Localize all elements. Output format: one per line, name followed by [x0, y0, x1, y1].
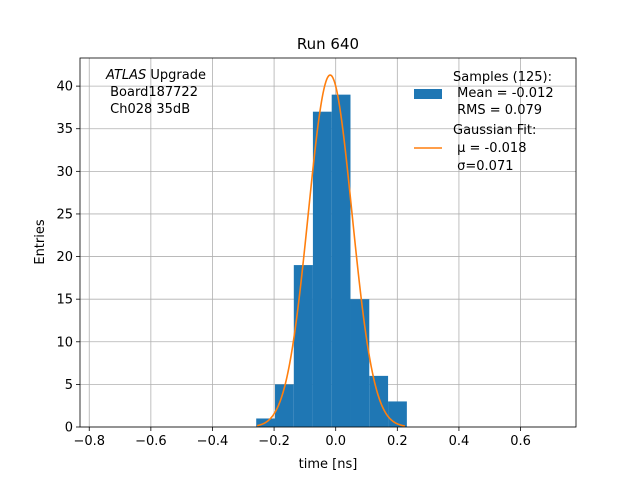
- histogram-bar: [350, 299, 370, 427]
- x-tick-label: 0.4: [449, 434, 470, 449]
- y-tick-label: 25: [56, 207, 73, 222]
- x-tick-label: −0.8: [73, 434, 105, 449]
- x-tick-label: 0.0: [325, 434, 346, 449]
- histogram-bar: [275, 384, 294, 427]
- legend-entry-text: Samples (125):: [453, 70, 552, 85]
- annotation-line: Board187722: [106, 85, 198, 100]
- histogram-bar: [331, 94, 351, 427]
- gaussian-fit-line: [256, 74, 406, 427]
- y-tick-label: 5: [65, 378, 73, 393]
- y-tick-label: 0: [65, 421, 73, 436]
- annotation-line: Ch028 35dB: [106, 102, 190, 117]
- annotation-title: ATLAS Upgrade: [105, 68, 206, 83]
- legend-entry-text: σ=0.071: [453, 159, 513, 174]
- plot-frame: [79, 57, 577, 428]
- histogram-bar: [312, 111, 332, 427]
- y-tick-label: 20: [56, 250, 73, 265]
- annotation-italic: ATLAS: [105, 68, 146, 83]
- legend-entry-text: RMS = 0.079: [453, 103, 542, 118]
- x-tick-label: −0.6: [135, 434, 167, 449]
- x-tick-label: −0.2: [258, 434, 290, 449]
- histogram-bars: [256, 94, 407, 427]
- y-tick-label: 40: [56, 80, 73, 95]
- x-tick-label: −0.4: [197, 434, 229, 449]
- x-tick-label: 0.6: [510, 434, 531, 449]
- y-tick-label: 15: [56, 293, 73, 308]
- y-axis-label: Entries: [33, 219, 48, 265]
- x-axis: −0.8 −0.6 −0.4 −0.2 0.0 0.2 0.4 0.6: [73, 427, 531, 449]
- histogram-bar: [369, 375, 389, 427]
- y-tick-label: 30: [56, 165, 73, 180]
- legend: Samples (125): Mean = -0.012 RMS = 0.079…: [414, 70, 554, 174]
- legend-entry-text: Mean = -0.012: [453, 86, 554, 101]
- histogram-bar: [293, 265, 313, 427]
- y-axis: 0 5 10 15 20 25 30 35 40: [56, 80, 80, 436]
- legend-entry-text: μ = -0.018: [453, 141, 526, 156]
- legend-patch: [414, 89, 442, 99]
- x-tick-label: 0.2: [387, 434, 408, 449]
- chart-title: Run 640: [297, 35, 359, 53]
- annotation: ATLAS Upgrade Board187722 Ch028 35dB: [105, 68, 206, 117]
- gaussian-fit: [256, 74, 406, 427]
- y-tick-label: 10: [56, 335, 73, 350]
- x-axis-label: time [ns]: [299, 457, 358, 472]
- legend-entry-text: Gaussian Fit:: [453, 123, 536, 138]
- annotation-rest: Upgrade: [146, 68, 206, 83]
- y-tick-label: 35: [56, 122, 73, 137]
